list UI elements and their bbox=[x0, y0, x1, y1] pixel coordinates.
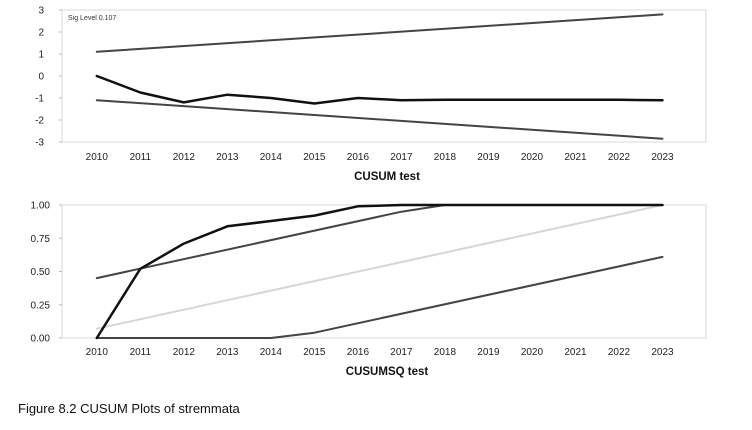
cusumsq-y-tick-label: 1.00 bbox=[31, 201, 51, 212]
cusum-plot-area bbox=[61, 9, 707, 143]
cusum-upper-line bbox=[95, 13, 664, 53]
cusumsq-y-tick-label: 0.25 bbox=[31, 300, 51, 311]
cusum-lower-line bbox=[95, 99, 664, 140]
cusumsq-x-tick-label: 2020 bbox=[521, 347, 544, 358]
cusumsq-x-tick-label: 2018 bbox=[434, 347, 457, 358]
cusum-x-tick-label: 2010 bbox=[86, 152, 109, 163]
cusumsq-reference-line bbox=[95, 204, 664, 330]
cusum-x-tick-label: 2017 bbox=[390, 152, 413, 163]
cusumsq-x-tick-label: 2010 bbox=[86, 347, 109, 358]
cusum-chart: 3 2 1 0 -1 -2 -3 2010 2011 2012 2013 2014 2015 2016 20… bbox=[35, 6, 707, 183]
cusumsq-x-tick-label: 2014 bbox=[260, 347, 283, 358]
cusum-y-tick-label: 0 bbox=[38, 72, 44, 83]
cusum-x-tick-label: 2021 bbox=[564, 152, 587, 163]
cusum-y-tick-label: -2 bbox=[35, 116, 44, 127]
cusum-annotation: Sig Level 0.107 bbox=[68, 15, 116, 22]
cusum-x-tick-label: 2011 bbox=[130, 152, 152, 163]
cusum-x-tick-label: 2023 bbox=[651, 152, 674, 163]
figure-caption: Figure 8.2 CUSUM Plots of stremmata bbox=[18, 401, 240, 416]
cusum-x-tick-label: 2014 bbox=[260, 152, 283, 163]
cusum-x-tick-label: 2016 bbox=[347, 152, 370, 163]
cusum-x-tick-label: 2022 bbox=[608, 152, 631, 163]
cusum-x-axis-title: CUSUM test bbox=[354, 171, 420, 183]
cusumsq-y-tick-label: 0.75 bbox=[31, 234, 51, 245]
cusumsq-x-tick-label: 2019 bbox=[477, 347, 500, 358]
cusum-cusum-line bbox=[95, 74, 664, 105]
cusum-y-tick-label: 1 bbox=[38, 50, 44, 61]
cusumsq-x-tick-label: 2021 bbox=[564, 347, 587, 358]
cusumsq-x-tick-label: 2017 bbox=[390, 347, 413, 358]
cusumsq-x-tick-label: 2016 bbox=[347, 347, 370, 358]
cusumsq-x-tick-label: 2023 bbox=[651, 347, 674, 358]
cusumsq-y-tick-label: 0.00 bbox=[31, 334, 51, 345]
cusum-y-tick-label: 2 bbox=[38, 28, 44, 39]
cusum-x-tick-label: 2019 bbox=[477, 152, 500, 163]
cusum-x-tick-label: 2012 bbox=[173, 152, 196, 163]
cusum-y-tick-label: -3 bbox=[35, 138, 44, 149]
cusum-x-tick-label: 2020 bbox=[521, 152, 544, 163]
cusum-x-tick-label: 2013 bbox=[216, 152, 239, 163]
cusum-x-tick-label: 2018 bbox=[434, 152, 457, 163]
cusum-x-tick-label: 2015 bbox=[303, 152, 326, 163]
cusumsq-lower-line bbox=[95, 255, 664, 339]
cusumsq-x-tick-label: 2011 bbox=[130, 347, 152, 358]
cusumsq-x-axis-title: CUSUMSQ test bbox=[346, 366, 429, 378]
cusumsq-chart: 1.00 0.75 0.50 0.25 0.00 2010 2011 2012 2013 2014… bbox=[31, 201, 707, 378]
cusumsq-x-tick-label: 2022 bbox=[608, 347, 631, 358]
cusumsq-x-tick-label: 2012 bbox=[173, 347, 196, 358]
cusumsq-x-tick-label: 2015 bbox=[303, 347, 326, 358]
cusumsq-y-tick-label: 0.50 bbox=[31, 267, 51, 278]
cusum-y-tick-label: -1 bbox=[35, 94, 44, 105]
cusumsq-cusumsq-line bbox=[95, 203, 664, 340]
cusumsq-x-tick-label: 2013 bbox=[216, 347, 239, 358]
cusum-y-tick-label: 3 bbox=[38, 6, 44, 17]
